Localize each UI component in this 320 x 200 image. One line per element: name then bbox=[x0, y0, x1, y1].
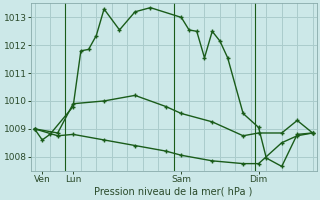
X-axis label: Pression niveau de la mer( hPa ): Pression niveau de la mer( hPa ) bbox=[94, 187, 253, 197]
